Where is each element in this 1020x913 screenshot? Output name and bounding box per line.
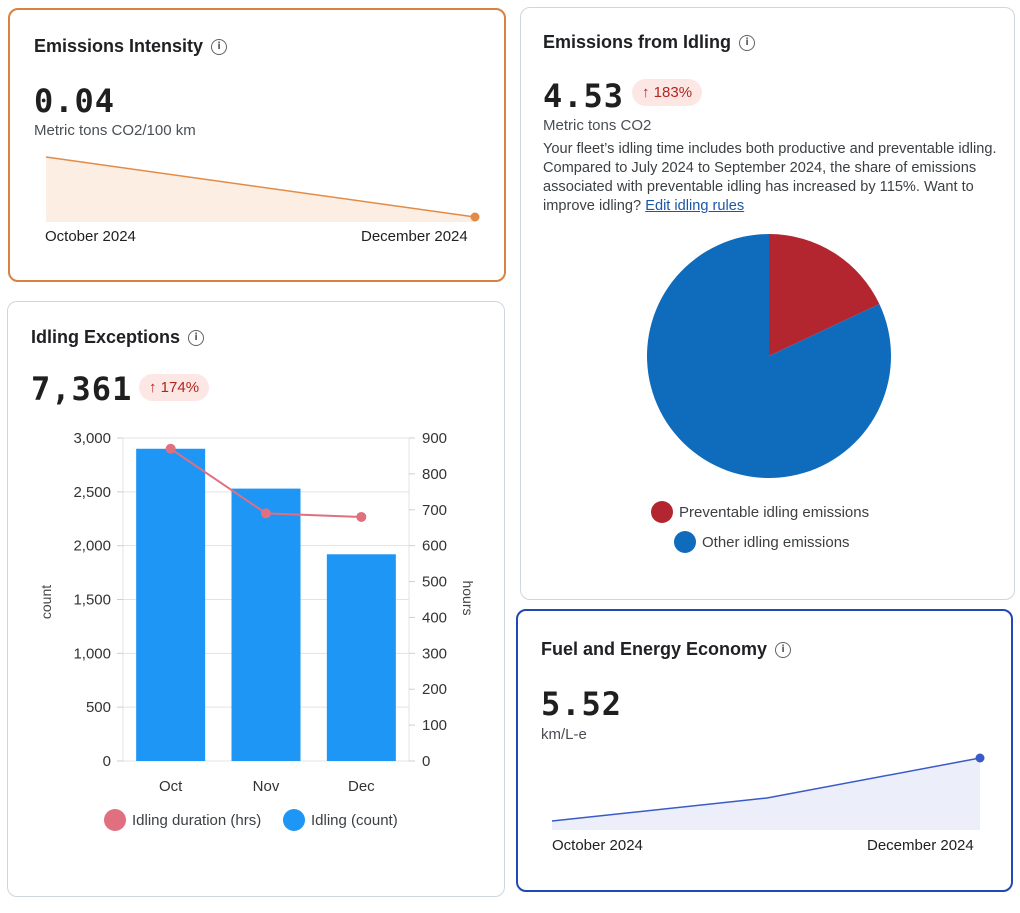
idling-exceptions-title: Idling Exceptions i <box>31 327 205 348</box>
left-tick-label: 0 <box>103 753 111 770</box>
emissions-intensity-title: Emissions Intensity i <box>34 36 228 57</box>
sparkline-line <box>551 757 981 822</box>
left-axis-label: count <box>38 585 54 619</box>
idling-emissions-title: Emissions from Idling i <box>543 32 756 53</box>
sparkline-start-label: October 2024 <box>552 837 643 854</box>
info-icon[interactable]: i <box>739 34 756 51</box>
sparkline-area <box>46 157 475 222</box>
pie-slice-other <box>647 234 891 478</box>
point-idling-duration-dec <box>356 511 367 522</box>
right-axis-label: hours <box>460 580 476 615</box>
sparkline-start-label: October 2024 <box>45 228 136 245</box>
sparkline-end-point <box>975 753 985 763</box>
fuel-economy-card[interactable]: Fuel and Energy Economy i 5.52 km/L-e Oc… <box>516 609 1013 892</box>
legend-swatch-preventable <box>651 501 673 523</box>
sparkline-area <box>552 758 980 830</box>
point-idling-duration-oct <box>165 443 176 454</box>
idling-exceptions-chart: 0 500 1,000 1,500 2,000 2,500 3,000 0 100 200 300 4… <box>38 430 476 795</box>
fuel-economy-value: 5.52 <box>541 685 623 723</box>
point-idling-duration-nov <box>261 508 271 519</box>
right-tick-label: 900 <box>422 430 447 447</box>
right-tick-label: 400 <box>422 609 447 626</box>
left-tick-label: 2,000 <box>73 538 111 555</box>
pie-legend-preventable[interactable]: Preventable idling emissions <box>651 501 869 523</box>
left-tick-label: 3,000 <box>73 430 111 447</box>
right-tick-label: 800 <box>422 466 447 483</box>
right-tick-label: 600 <box>422 538 447 555</box>
legend-swatch-duration <box>104 809 126 831</box>
sparkline-end-label: December 2024 <box>867 837 974 854</box>
info-icon[interactable]: i <box>188 329 205 346</box>
pie-slice-preventable <box>769 234 880 356</box>
sparkline-end-label: December 2024 <box>361 228 468 245</box>
left-tick-label: 1,500 <box>73 592 111 609</box>
legend-swatch-count <box>283 809 305 831</box>
bar-legend-count[interactable]: Idling (count) <box>283 809 398 831</box>
right-tick-label: 500 <box>422 574 447 591</box>
right-tick-label: 700 <box>422 502 447 519</box>
edit-idling-rules-link[interactable]: Edit idling rules <box>645 198 745 214</box>
legend-swatch-other <box>674 531 696 553</box>
idling-exceptions-value: 7,361 <box>31 370 133 408</box>
emissions-intensity-sparkline <box>45 156 480 222</box>
idling-emissions-description: Your fleet’s idling time includes both p… <box>543 141 997 214</box>
idling-emissions-value: 4.53 <box>543 77 625 115</box>
left-tick-label: 500 <box>86 699 111 716</box>
fuel-economy-sparkline <box>551 753 985 830</box>
pie-legend-other[interactable]: Other idling emissions <box>674 531 850 553</box>
right-tick-label: 0 <box>422 753 430 770</box>
idling-emissions-pie <box>647 234 891 478</box>
x-tick-label: Nov <box>253 778 280 795</box>
x-tick-label: Dec <box>348 778 375 795</box>
idling-emissions-unit: Metric tons CO2 <box>543 117 652 134</box>
idling-exceptions-card[interactable]: Idling Exceptions i 7,361 ↑ 174% 0 500 1,0… <box>7 301 505 897</box>
idling-emissions-card[interactable]: Emissions from Idling i 4.53 ↑ 183% Metr… <box>520 7 1015 600</box>
sparkline-line <box>45 156 476 218</box>
bar-idling-count-oct <box>136 448 206 761</box>
right-tick-label: 300 <box>422 645 447 662</box>
right-tick-label: 100 <box>422 717 447 734</box>
x-tick-label: Oct <box>159 778 183 795</box>
info-icon[interactable]: i <box>211 38 228 55</box>
sparkline-end-point <box>470 212 480 222</box>
emissions-intensity-unit: Metric tons CO2/100 km <box>34 122 196 139</box>
emissions-intensity-value: 0.04 <box>34 82 116 120</box>
fuel-economy-title: Fuel and Energy Economy i <box>541 639 792 660</box>
right-tick-label: 200 <box>422 681 447 698</box>
left-tick-label: 2,500 <box>73 484 111 501</box>
idling-emissions-change-badge: ↑ 183% <box>632 79 703 106</box>
left-tick-label: 1,000 <box>73 645 111 662</box>
bar-idling-count-nov <box>231 488 301 761</box>
bar-legend-duration[interactable]: Idling duration (hrs) <box>104 809 261 831</box>
idling-exceptions-change-badge: ↑ 174% <box>139 374 210 401</box>
emissions-intensity-card[interactable]: Emissions Intensity i 0.04 Metric tons C… <box>8 8 506 282</box>
info-icon[interactable]: i <box>775 641 792 658</box>
fuel-economy-unit: km/L-e <box>541 726 587 743</box>
bar-idling-count-dec <box>326 554 396 761</box>
